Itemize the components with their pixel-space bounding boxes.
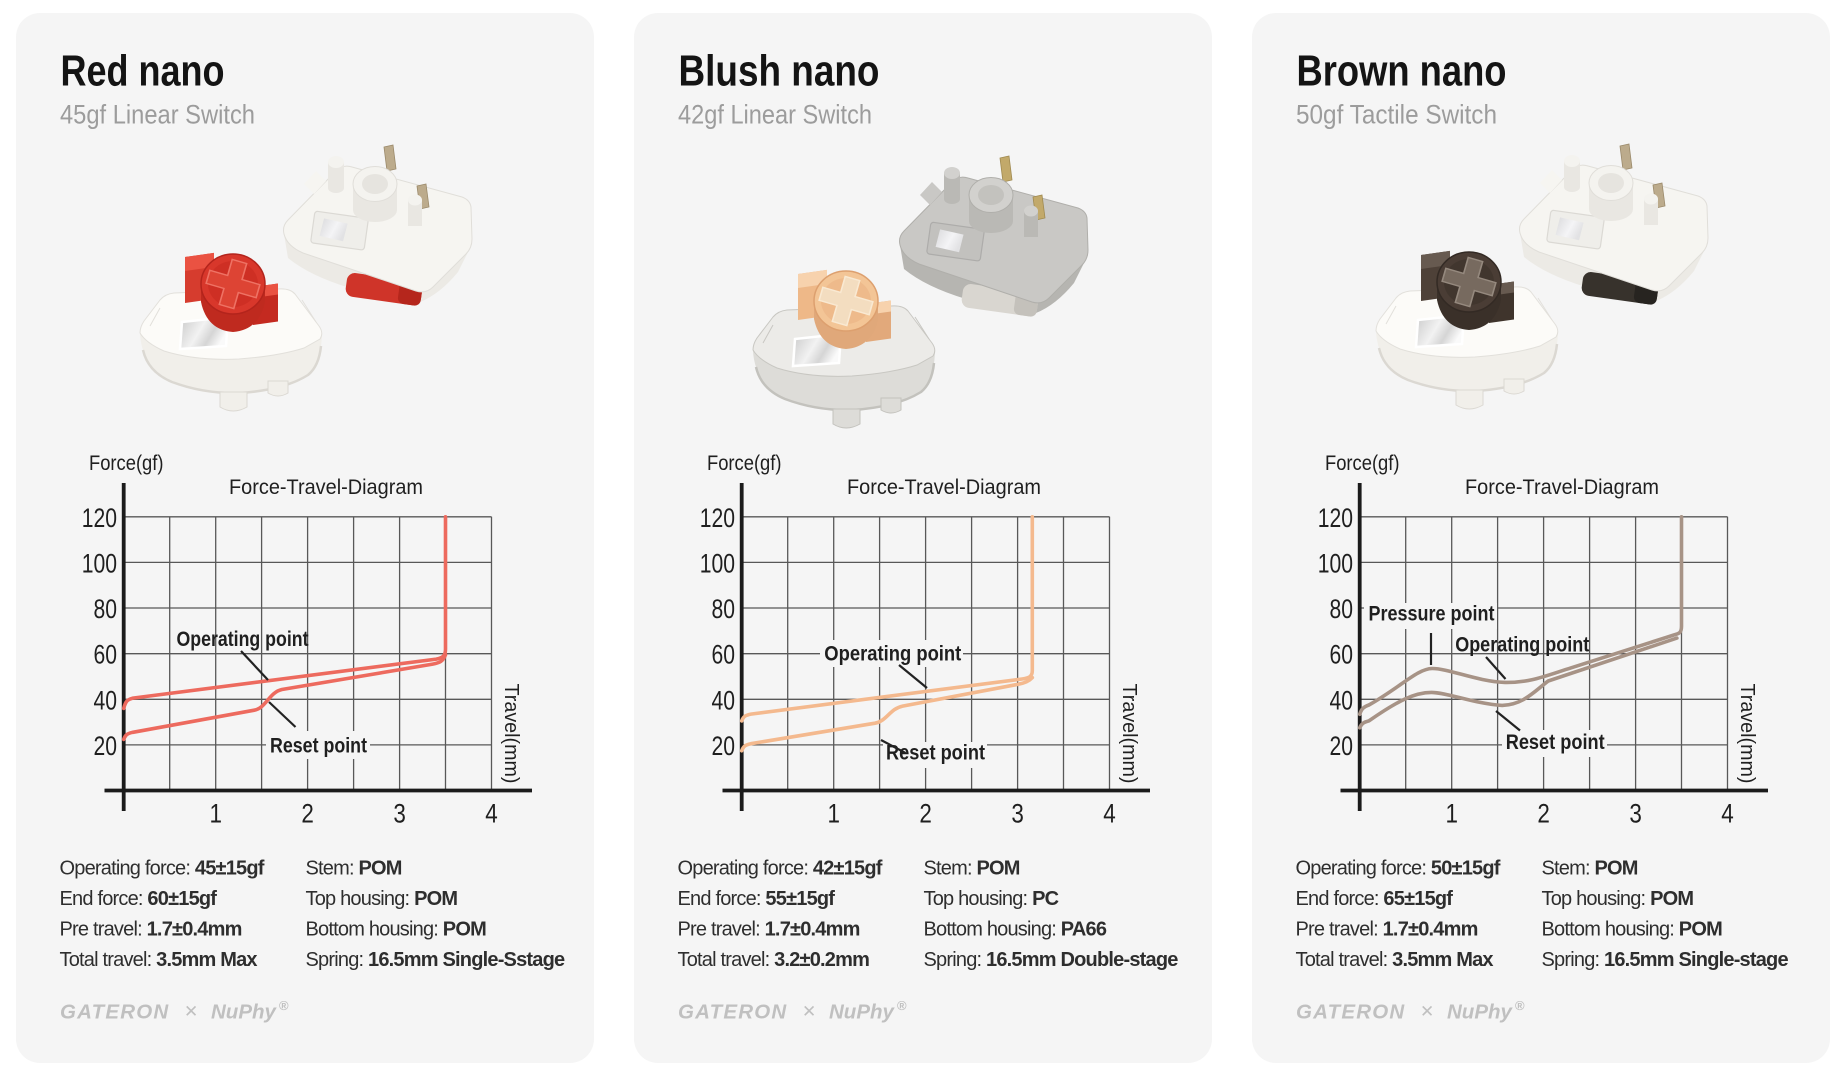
- svg-text:NuPhy: NuPhy: [211, 1001, 278, 1024]
- svg-text:4: 4: [485, 799, 498, 829]
- svg-text:End force: 55±15gf: End force: 55±15gf: [678, 888, 836, 910]
- svg-text:Total travel: 3.2±0.2mm: Total travel: 3.2±0.2mm: [678, 949, 870, 971]
- svg-text:✕: ✕: [802, 1002, 816, 1021]
- svg-text:3: 3: [393, 799, 406, 829]
- svg-text:4: 4: [1721, 799, 1734, 829]
- svg-text:80: 80: [94, 594, 118, 624]
- svg-text:Brown nano: Brown nano: [1297, 48, 1507, 96]
- svg-text:Force(gf): Force(gf): [89, 452, 164, 475]
- svg-text:Stem: POM: Stem: POM: [1542, 858, 1638, 880]
- svg-text:60: 60: [94, 640, 118, 670]
- svg-text:Stem: POM: Stem: POM: [306, 858, 402, 880]
- svg-text:End force: 60±15gf: End force: 60±15gf: [60, 888, 218, 910]
- svg-text:GATERON: GATERON: [1296, 1001, 1405, 1024]
- svg-text:Travel(mm): Travel(mm): [1736, 684, 1759, 784]
- svg-text:100: 100: [700, 548, 735, 578]
- svg-text:3: 3: [1011, 799, 1024, 829]
- svg-text:Force-Travel-Diagram: Force-Travel-Diagram: [847, 475, 1041, 499]
- svg-text:Stem: POM: Stem: POM: [924, 858, 1020, 880]
- svg-text:Bottom housing: POM: Bottom housing: POM: [306, 919, 487, 941]
- svg-text:42gf Linear Switch: 42gf Linear Switch: [678, 100, 872, 130]
- svg-text:20: 20: [1330, 731, 1354, 761]
- svg-text:1: 1: [1445, 799, 1458, 829]
- svg-text:End force: 65±15gf: End force: 65±15gf: [1296, 888, 1454, 910]
- svg-text:100: 100: [1318, 548, 1353, 578]
- svg-text:Force-Travel-Diagram: Force-Travel-Diagram: [229, 475, 423, 499]
- svg-text:Pressure point: Pressure point: [1369, 602, 1495, 625]
- svg-text:120: 120: [1318, 503, 1353, 533]
- svg-text:40: 40: [712, 685, 736, 715]
- svg-text:®: ®: [279, 998, 289, 1013]
- svg-text:NuPhy: NuPhy: [1447, 1001, 1514, 1024]
- svg-text:60: 60: [712, 640, 736, 670]
- svg-text:40: 40: [1330, 685, 1354, 715]
- svg-text:40: 40: [94, 685, 118, 715]
- svg-text:Top housing: POM: Top housing: POM: [306, 888, 458, 910]
- svg-text:4: 4: [1103, 799, 1116, 829]
- svg-text:Force-Travel-Diagram: Force-Travel-Diagram: [1465, 475, 1659, 499]
- svg-text:GATERON: GATERON: [678, 1001, 787, 1024]
- svg-text:Operating force: 50±15gf: Operating force: 50±15gf: [1296, 858, 1501, 880]
- svg-text:Top housing: POM: Top housing: POM: [1542, 888, 1694, 910]
- svg-text:Pre travel: 1.7±0.4mm: Pre travel: 1.7±0.4mm: [1296, 919, 1478, 941]
- svg-text:120: 120: [82, 503, 117, 533]
- svg-text:Operating point: Operating point: [1455, 633, 1589, 656]
- svg-text:20: 20: [712, 731, 736, 761]
- svg-text:Red nano: Red nano: [61, 48, 225, 96]
- svg-text:Pre travel: 1.7±0.4mm: Pre travel: 1.7±0.4mm: [60, 919, 242, 941]
- svg-text:Operating point: Operating point: [177, 628, 309, 651]
- svg-text:®: ®: [1515, 998, 1525, 1013]
- svg-text:✕: ✕: [1420, 1002, 1434, 1021]
- svg-text:Spring: 16.5mm Single-stage: Spring: 16.5mm Single-stage: [1542, 949, 1789, 971]
- svg-text:GATERON: GATERON: [60, 1001, 169, 1024]
- svg-text:80: 80: [712, 594, 736, 624]
- svg-text:80: 80: [1330, 594, 1354, 624]
- svg-text:Operating force: 45±15gf: Operating force: 45±15gf: [60, 858, 265, 880]
- svg-text:Top housing: PC: Top housing: PC: [924, 888, 1059, 910]
- svg-text:Reset point: Reset point: [270, 735, 367, 758]
- svg-text:Operating force: 42±15gf: Operating force: 42±15gf: [678, 858, 883, 880]
- svg-text:45gf Linear Switch: 45gf Linear Switch: [60, 100, 255, 130]
- svg-text:60: 60: [1330, 640, 1354, 670]
- svg-text:3: 3: [1629, 799, 1642, 829]
- svg-text:100: 100: [82, 548, 117, 578]
- svg-text:Bottom housing: PA66: Bottom housing: PA66: [924, 919, 1107, 941]
- svg-text:50gf Tactile Switch: 50gf Tactile Switch: [1296, 100, 1497, 130]
- svg-text:Operating point: Operating point: [824, 643, 961, 666]
- svg-text:Travel(mm): Travel(mm): [500, 684, 523, 784]
- svg-text:Force(gf): Force(gf): [707, 452, 782, 475]
- svg-text:1: 1: [827, 799, 840, 829]
- svg-text:Reset point: Reset point: [886, 742, 985, 765]
- svg-text:Spring: 16.5mm Double-stage: Spring: 16.5mm Double-stage: [924, 949, 1179, 971]
- svg-text:Blush nano: Blush nano: [679, 48, 880, 96]
- svg-text:Total travel: 3.5mm Max: Total travel: 3.5mm Max: [60, 949, 258, 971]
- svg-text:Total travel: 3.5mm Max: Total travel: 3.5mm Max: [1296, 949, 1494, 971]
- svg-text:Force(gf): Force(gf): [1325, 452, 1400, 475]
- svg-text:20: 20: [94, 731, 118, 761]
- svg-text:Pre travel: 1.7±0.4mm: Pre travel: 1.7±0.4mm: [678, 919, 860, 941]
- svg-text:NuPhy: NuPhy: [829, 1001, 896, 1024]
- svg-text:Bottom housing: POM: Bottom housing: POM: [1542, 919, 1723, 941]
- svg-text:Spring: 16.5mm Single-Sstage: Spring: 16.5mm Single-Sstage: [306, 949, 566, 971]
- svg-text:2: 2: [301, 799, 314, 829]
- svg-text:2: 2: [1537, 799, 1550, 829]
- svg-text:120: 120: [700, 503, 735, 533]
- svg-text:Travel(mm): Travel(mm): [1118, 684, 1141, 784]
- svg-text:1: 1: [209, 799, 222, 829]
- svg-text:2: 2: [919, 799, 932, 829]
- svg-text:✕: ✕: [184, 1002, 198, 1021]
- svg-text:®: ®: [897, 998, 907, 1013]
- svg-text:Reset point: Reset point: [1506, 731, 1605, 754]
